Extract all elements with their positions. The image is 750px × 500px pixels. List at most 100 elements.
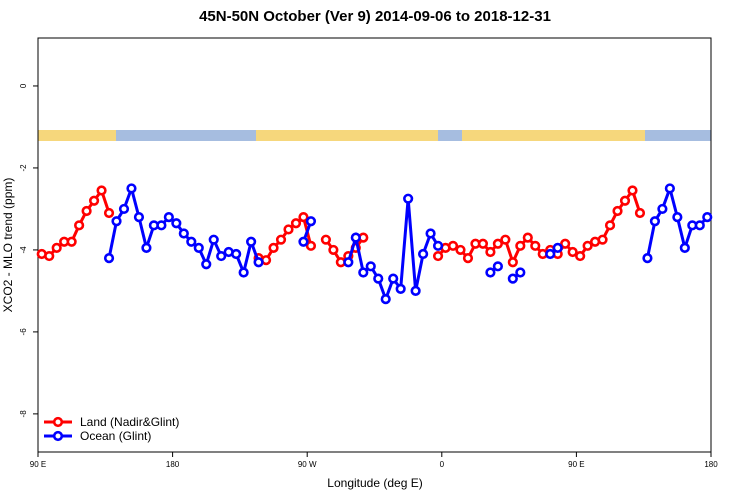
point bbox=[418, 248, 429, 260]
point bbox=[246, 236, 257, 247]
point bbox=[74, 220, 85, 231]
y-tick-label: 0 bbox=[19, 83, 28, 88]
point bbox=[290, 218, 302, 229]
point bbox=[455, 244, 466, 256]
point bbox=[141, 242, 152, 253]
point bbox=[679, 242, 690, 253]
point bbox=[530, 240, 541, 251]
point bbox=[672, 212, 683, 223]
land-ocean-strip bbox=[38, 130, 711, 141]
x-tick-label: 90 E bbox=[30, 460, 46, 469]
point bbox=[492, 261, 503, 272]
point bbox=[410, 285, 421, 297]
point bbox=[634, 207, 646, 219]
point bbox=[298, 212, 309, 223]
point bbox=[103, 253, 115, 264]
point bbox=[395, 283, 406, 294]
point bbox=[642, 253, 653, 264]
point bbox=[582, 240, 593, 251]
point bbox=[275, 234, 287, 245]
point bbox=[604, 220, 616, 231]
y-tick-label: -6 bbox=[19, 328, 28, 336]
point bbox=[380, 294, 391, 305]
point bbox=[320, 234, 331, 245]
point bbox=[231, 248, 242, 260]
land-band bbox=[38, 130, 116, 141]
legend-marker bbox=[52, 416, 64, 428]
point bbox=[485, 267, 496, 278]
y-tick-label: -2 bbox=[19, 164, 28, 172]
point bbox=[103, 207, 115, 219]
point bbox=[201, 259, 212, 270]
point bbox=[485, 246, 496, 258]
point bbox=[403, 193, 414, 204]
point bbox=[515, 240, 526, 251]
plot-frame bbox=[37, 37, 712, 453]
point bbox=[343, 257, 354, 268]
point bbox=[111, 216, 122, 227]
point bbox=[477, 238, 489, 249]
y-axis-label: XCO2 - MLO trend (ppm) bbox=[1, 178, 15, 313]
point bbox=[664, 183, 675, 194]
point bbox=[619, 195, 631, 206]
point bbox=[515, 267, 526, 278]
point bbox=[694, 220, 705, 231]
point bbox=[567, 246, 578, 258]
point bbox=[373, 273, 384, 284]
point bbox=[44, 250, 55, 262]
point bbox=[171, 218, 182, 229]
point bbox=[88, 195, 100, 206]
x-tick-label: 90 W bbox=[298, 460, 317, 469]
land-band bbox=[462, 130, 645, 141]
point bbox=[425, 228, 436, 239]
point bbox=[545, 248, 556, 260]
series-line bbox=[41, 187, 642, 267]
point bbox=[575, 250, 586, 262]
point bbox=[96, 185, 107, 196]
point bbox=[388, 273, 399, 284]
point bbox=[156, 220, 167, 231]
point bbox=[657, 203, 668, 215]
point bbox=[298, 236, 309, 247]
legend-label: Ocean (Glint) bbox=[80, 429, 151, 443]
point bbox=[66, 236, 77, 247]
x-axis-label: Longitude (deg E) bbox=[327, 476, 422, 490]
land-band bbox=[256, 130, 438, 141]
ocean-band bbox=[645, 130, 711, 141]
point bbox=[118, 203, 130, 215]
point bbox=[305, 216, 317, 227]
point bbox=[560, 238, 571, 249]
point bbox=[552, 242, 563, 253]
y-tick-label: -8 bbox=[19, 410, 28, 418]
point bbox=[208, 234, 219, 245]
point bbox=[500, 234, 511, 245]
point bbox=[358, 267, 369, 278]
point bbox=[51, 242, 62, 253]
point bbox=[507, 257, 518, 268]
ocean-band bbox=[438, 130, 462, 141]
point bbox=[216, 250, 227, 262]
x-tick-label: 180 bbox=[704, 460, 718, 469]
ocean-band bbox=[116, 130, 256, 141]
point bbox=[627, 185, 638, 196]
point bbox=[253, 257, 264, 268]
point bbox=[432, 250, 444, 262]
point bbox=[283, 224, 294, 235]
point bbox=[268, 242, 279, 253]
point bbox=[447, 240, 459, 251]
point bbox=[350, 232, 361, 243]
legend-label: Land (Nadir&Glint) bbox=[80, 415, 179, 429]
point bbox=[597, 234, 608, 245]
point bbox=[462, 253, 474, 264]
point bbox=[126, 183, 137, 194]
point bbox=[507, 273, 518, 284]
point bbox=[702, 212, 713, 223]
x-tick-label: 0 bbox=[440, 460, 445, 469]
point bbox=[81, 205, 92, 217]
point bbox=[163, 212, 174, 223]
point bbox=[238, 267, 249, 278]
point bbox=[649, 216, 661, 227]
point bbox=[522, 232, 533, 243]
point bbox=[305, 240, 317, 251]
x-tick-label: 180 bbox=[166, 460, 180, 469]
